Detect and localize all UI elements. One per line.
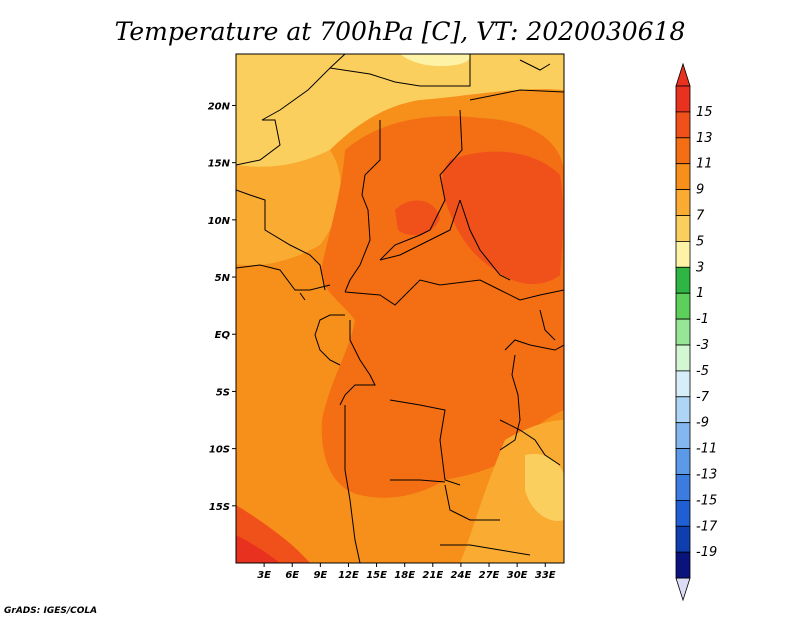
colorbar-swatch xyxy=(675,474,691,501)
colorbar-swatch xyxy=(675,85,691,113)
colorbar-swatch xyxy=(675,422,691,450)
field-far-north xyxy=(236,54,564,167)
colorbar-swatch xyxy=(675,137,691,165)
colorbar-swatch xyxy=(675,189,691,216)
temperature-field xyxy=(236,54,564,563)
colorbar-swatch xyxy=(675,370,691,398)
colorbar-swatch xyxy=(675,551,691,579)
colorbar-label: 1 xyxy=(696,286,704,301)
colorbar-swatch xyxy=(675,266,691,294)
colorbar-swatch xyxy=(675,292,691,320)
x-tick-label: 6E xyxy=(285,570,299,581)
x-tick-label: 27E xyxy=(479,570,500,581)
field-south-corner-hot xyxy=(236,535,280,563)
colorbar-label: 13 xyxy=(696,131,713,146)
y-tick-label: 15N xyxy=(208,159,231,170)
colorbar-label: -5 xyxy=(696,364,709,379)
colorbar-swatch xyxy=(675,525,691,553)
x-tick-label: 33E xyxy=(535,570,556,581)
x-tick-label: 9E xyxy=(313,570,327,581)
field-far-north-pale xyxy=(400,54,471,66)
colorbar-label: -9 xyxy=(696,416,709,431)
x-tick-label: 12E xyxy=(338,570,359,581)
x-tick-label: 15E xyxy=(366,570,387,581)
field-southeast-pale xyxy=(525,453,564,521)
x-tick-label: 30E xyxy=(507,570,528,581)
colorbar-swatch xyxy=(675,215,691,242)
y-tick-label: 5N xyxy=(215,273,231,284)
field-sahel-west xyxy=(236,150,341,266)
colorbar-bottom-arrow xyxy=(675,577,691,602)
colorbar-label: 9 xyxy=(696,183,704,198)
colorbar-swatch xyxy=(675,318,691,346)
y-tick-label: 15S xyxy=(209,502,230,513)
map-frame xyxy=(235,53,565,564)
x-tick-label: 3E xyxy=(257,570,271,581)
field-chad-center xyxy=(395,200,440,236)
colorbar-swatch xyxy=(675,396,691,424)
colorbar-label: -13 xyxy=(696,468,717,483)
y-tick-label: 10S xyxy=(209,445,230,456)
colorbar-swatch xyxy=(675,111,691,139)
colorbar-label: -15 xyxy=(696,493,717,508)
colorbar-label: 5 xyxy=(696,234,704,249)
y-tick-label: 20N xyxy=(208,101,231,112)
colorbar-label: -17 xyxy=(696,519,718,534)
footer-credit: GrADS: IGES/COLA xyxy=(4,606,97,616)
colorbar-swatch xyxy=(675,344,691,372)
colorbar-label: -11 xyxy=(696,442,717,457)
y-axis: 20N 15N 10N 5N EQ 5S 10S 15S xyxy=(208,101,236,513)
chart-title: Temperature at 700hPa [C], VT: 202003061… xyxy=(115,17,686,46)
field-sudan-east xyxy=(442,151,563,285)
colorbar-swatch xyxy=(675,499,691,527)
colorbar-label: 11 xyxy=(696,157,713,172)
colorbar-label: 7 xyxy=(696,209,705,224)
colorbar-top-arrow xyxy=(675,62,691,87)
colorbar-label: -19 xyxy=(696,545,717,560)
y-tick-label: 5S xyxy=(216,387,230,398)
y-tick-label: EQ xyxy=(215,330,231,341)
colorbar: 15 13 11 9 7 5 3 1 -1 -3 -5 -7 -9 -11 -13 -15 -17 -19 xyxy=(675,62,718,602)
x-tick-label: 21E xyxy=(422,570,443,581)
colorbar-swatch xyxy=(675,163,691,190)
colorbar-label: 3 xyxy=(696,260,704,275)
colorbar-swatch xyxy=(675,448,691,475)
colorbar-label: -3 xyxy=(696,338,709,353)
colorbar-label: -7 xyxy=(696,390,710,405)
colorbar-label: -1 xyxy=(696,312,709,327)
x-axis: 3E 6E 9E 12E 15E 18E 21E 24E 27E 30E 33E xyxy=(257,563,556,581)
x-tick-label: 18E xyxy=(394,570,415,581)
colorbar-swatch xyxy=(675,240,691,268)
colorbar-label: 15 xyxy=(696,105,713,120)
country-borders xyxy=(236,54,564,563)
y-tick-label: 10N xyxy=(208,216,231,227)
x-tick-label: 24E xyxy=(451,570,472,581)
